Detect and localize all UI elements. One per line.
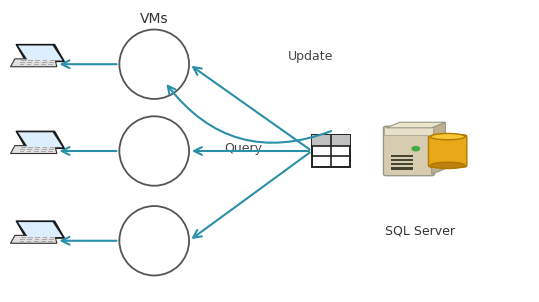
Ellipse shape [430, 133, 465, 140]
FancyBboxPatch shape [429, 135, 467, 167]
FancyBboxPatch shape [49, 151, 53, 152]
Polygon shape [18, 132, 63, 147]
FancyBboxPatch shape [34, 151, 39, 152]
Text: Update: Update [288, 50, 334, 63]
Polygon shape [432, 122, 445, 174]
FancyBboxPatch shape [19, 241, 24, 242]
FancyBboxPatch shape [34, 62, 39, 63]
Text: Query: Query [224, 142, 262, 155]
FancyBboxPatch shape [391, 167, 413, 169]
FancyBboxPatch shape [312, 135, 350, 146]
FancyBboxPatch shape [27, 241, 31, 242]
FancyBboxPatch shape [391, 163, 413, 165]
FancyBboxPatch shape [41, 64, 46, 65]
FancyBboxPatch shape [49, 62, 54, 63]
FancyBboxPatch shape [21, 147, 26, 148]
FancyBboxPatch shape [28, 60, 33, 61]
FancyBboxPatch shape [50, 147, 54, 148]
FancyBboxPatch shape [19, 151, 24, 152]
Ellipse shape [119, 30, 189, 99]
FancyBboxPatch shape [42, 62, 46, 63]
FancyBboxPatch shape [28, 147, 33, 148]
FancyBboxPatch shape [43, 236, 47, 238]
FancyBboxPatch shape [27, 151, 31, 152]
FancyBboxPatch shape [50, 236, 54, 238]
FancyBboxPatch shape [41, 241, 46, 242]
FancyBboxPatch shape [34, 241, 39, 242]
FancyBboxPatch shape [49, 241, 53, 242]
FancyBboxPatch shape [27, 62, 32, 63]
FancyBboxPatch shape [36, 60, 40, 61]
FancyBboxPatch shape [49, 149, 54, 150]
Ellipse shape [119, 116, 189, 186]
FancyBboxPatch shape [28, 236, 33, 238]
Polygon shape [18, 222, 63, 237]
FancyBboxPatch shape [34, 64, 39, 65]
FancyBboxPatch shape [312, 135, 350, 167]
FancyBboxPatch shape [27, 64, 31, 65]
FancyBboxPatch shape [50, 60, 54, 61]
FancyBboxPatch shape [36, 147, 40, 148]
Text: SQL Server: SQL Server [385, 224, 454, 237]
FancyBboxPatch shape [391, 155, 413, 157]
FancyBboxPatch shape [21, 236, 26, 238]
FancyBboxPatch shape [41, 151, 46, 152]
Polygon shape [10, 59, 57, 67]
Ellipse shape [430, 162, 465, 169]
Polygon shape [386, 122, 445, 128]
FancyBboxPatch shape [49, 64, 53, 65]
Circle shape [412, 146, 419, 151]
Ellipse shape [119, 206, 189, 275]
Polygon shape [16, 221, 65, 238]
Text: VMs: VMs [140, 12, 169, 26]
Polygon shape [16, 44, 65, 62]
FancyBboxPatch shape [391, 159, 413, 161]
FancyBboxPatch shape [383, 126, 434, 176]
Polygon shape [10, 235, 57, 243]
FancyBboxPatch shape [36, 236, 40, 238]
FancyBboxPatch shape [43, 60, 47, 61]
Polygon shape [16, 131, 65, 148]
FancyBboxPatch shape [20, 149, 25, 150]
FancyBboxPatch shape [19, 64, 24, 65]
FancyBboxPatch shape [21, 60, 26, 61]
Polygon shape [18, 46, 63, 60]
FancyBboxPatch shape [20, 62, 25, 63]
FancyBboxPatch shape [34, 149, 39, 150]
FancyBboxPatch shape [384, 127, 433, 136]
FancyBboxPatch shape [27, 149, 32, 150]
FancyBboxPatch shape [42, 149, 46, 150]
FancyBboxPatch shape [43, 147, 47, 148]
Polygon shape [10, 146, 57, 153]
